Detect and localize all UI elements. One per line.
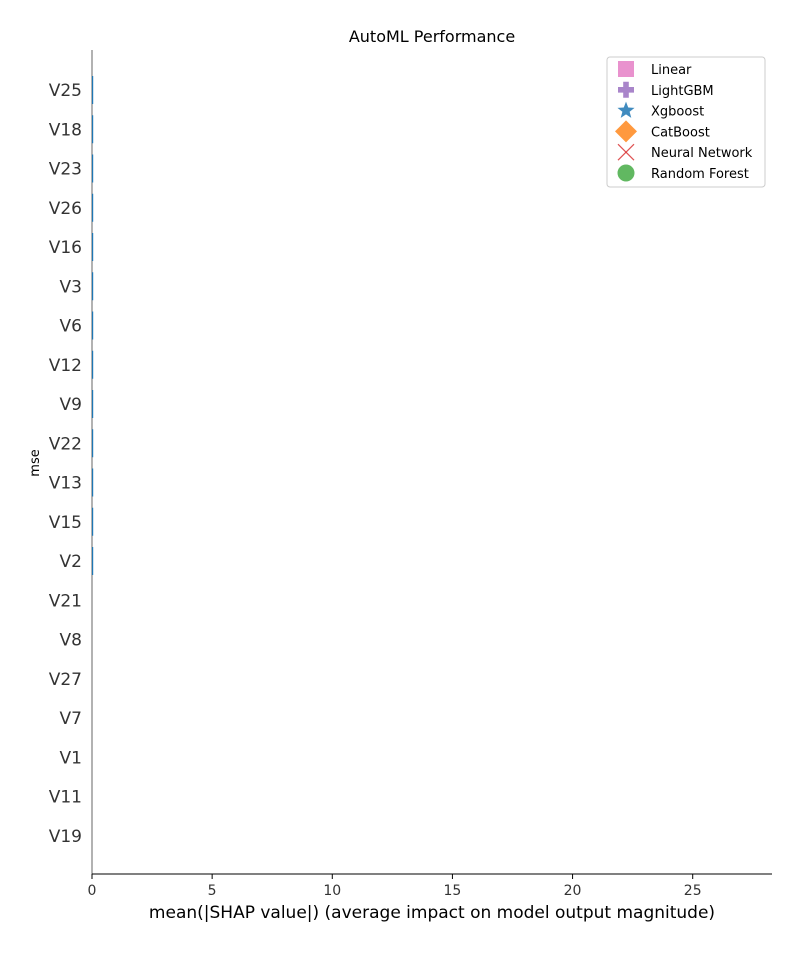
y-tick-label: V13 (49, 474, 82, 494)
bar-V22 (92, 429, 94, 458)
legend-label: LightGBM (651, 84, 714, 99)
y-tick-label: V23 (49, 160, 82, 180)
x-tick-label: 15 (444, 883, 462, 899)
bar-V16 (92, 233, 94, 261)
legend-label: CatBoost (651, 125, 710, 140)
y-tick-label: V12 (49, 356, 82, 376)
plot-area: 0 5 10 15 20 25 V25 V18 V23 V26 V16 V3 V6 V12 V9 V22 V13… (49, 50, 772, 899)
y-tick-label: V6 (60, 317, 82, 337)
y-tick-label: V8 (60, 631, 82, 651)
x-tick-label: 20 (564, 883, 582, 899)
y-tick-label: V26 (49, 199, 82, 219)
x-tick-label: 5 (208, 883, 217, 899)
y-tick-label: V18 (49, 120, 82, 140)
bar-V26 (92, 193, 94, 222)
y-tick-label: V19 (49, 827, 82, 847)
x-axis-label: mean(|SHAP value|) (average impact on mo… (149, 903, 715, 923)
y-tick-label: V27 (49, 670, 82, 690)
legend-marker-diamond (615, 120, 637, 143)
bar-V13 (92, 468, 94, 497)
y-tick-label: V9 (60, 395, 82, 415)
y-tick-label: V2 (60, 552, 82, 572)
x-tick-label: 10 (323, 883, 341, 899)
y-tick-label: V11 (49, 788, 82, 808)
legend-marker-circle (617, 164, 635, 182)
bar-V3 (92, 272, 94, 301)
bar-V15 (92, 507, 94, 536)
legend-marker-star (617, 101, 635, 118)
y-tick-label: V3 (60, 277, 82, 297)
bar-V18 (92, 115, 94, 144)
bar-V23 (92, 154, 94, 183)
y-tick-label: V1 (60, 748, 82, 768)
legend-label: Xgboost (651, 105, 704, 120)
bar-V2 (92, 547, 94, 575)
bar-V25 (92, 76, 94, 104)
y-tick-label: V7 (60, 709, 82, 729)
x-tick-label: 0 (88, 883, 97, 899)
y-tick-label: V25 (49, 81, 82, 101)
legend-label: Linear (651, 63, 692, 78)
y-tick-label: V16 (49, 238, 82, 258)
chart-title: AutoML Performance (349, 27, 515, 46)
bar-V12 (92, 350, 94, 379)
legend-marker-x-stroke (617, 143, 635, 161)
y-axis-label: mse (28, 449, 43, 476)
legend-marker-square (618, 61, 634, 77)
legend-label: Random Forest (651, 167, 749, 182)
x-tick-label: 25 (684, 883, 702, 899)
y-tick-label: V15 (49, 513, 82, 533)
legend-frame (606, 56, 766, 188)
bar-V6 (92, 311, 94, 340)
y-tick-label: V21 (49, 591, 82, 611)
legend: Linear LightGBM Xgboost CatBoost Neural Netw… (606, 56, 766, 188)
legend-marker-x (617, 143, 635, 161)
legend-label: Neural Network (651, 146, 753, 161)
legend-marker-plus (618, 81, 634, 98)
bar-V9 (92, 390, 94, 418)
y-tick-label: V22 (49, 434, 82, 454)
